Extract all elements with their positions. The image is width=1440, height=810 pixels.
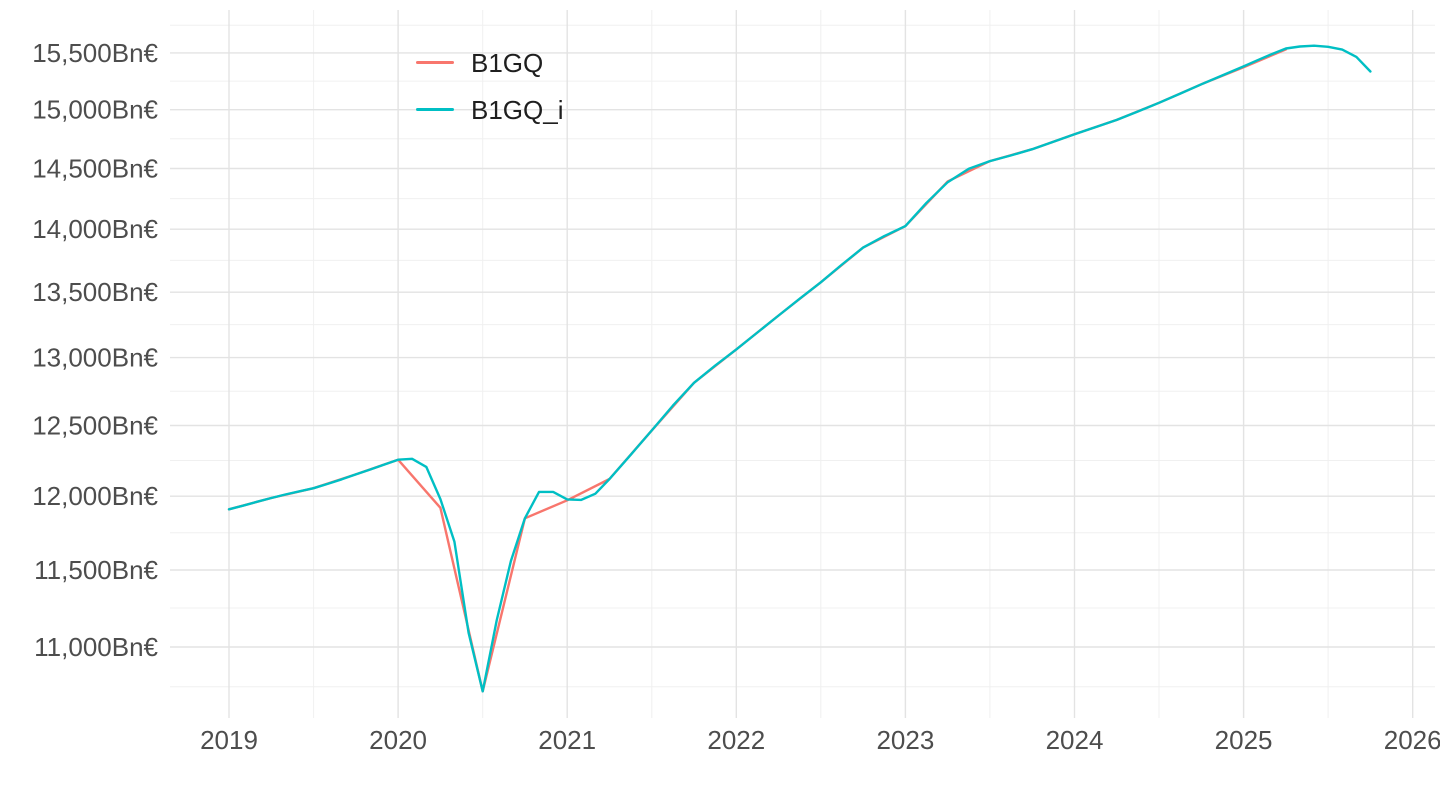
legend-key-line-b1gq [416,60,454,65]
x-tick-label: 2023 [876,725,934,755]
chart-legend: B1GQ B1GQ_i [416,46,564,140]
legend-item-b1gq-i: B1GQ_i [416,93,564,126]
x-tick-label: 2019 [200,725,258,755]
y-axis-labels: 11,000Bn€ 11,500Bn€ 12,000Bn€ 12,500Bn€ 13,0… [32,38,158,662]
y-tick-label: 15,500Bn€ [32,38,158,68]
gridlines-minor [170,10,1435,718]
y-tick-label: 12,000Bn€ [32,481,158,511]
series-line-B1GQ [227,48,1288,693]
x-tick-label: 2020 [369,725,427,755]
legend-label-b1gq-i: B1GQ_i [471,94,564,125]
y-tick-label: 12,500Bn€ [32,411,158,441]
legend-label-b1gq: B1GQ [471,47,544,78]
gridlines-major [170,10,1435,718]
y-tick-label: 13,500Bn€ [32,277,158,307]
y-tick-label: 14,000Bn€ [32,214,158,244]
x-tick-label: 2021 [538,725,596,755]
y-tick-label: 13,000Bn€ [32,343,158,373]
x-axis-labels: 2019 2020 2021 2022 2023 2024 2025 2026 [200,725,1440,755]
y-tick-label: 14,500Bn€ [32,154,158,184]
legend-key-line-b1gq-i [416,107,454,112]
x-tick-label: 2025 [1215,725,1273,755]
series-line-B1GQ_i [227,44,1372,693]
y-tick-label: 11,000Bn€ [34,632,158,662]
y-tick-label: 15,000Bn€ [32,95,158,125]
legend-item-b1gq: B1GQ [416,46,564,79]
x-tick-label: 2022 [707,725,765,755]
x-tick-label: 2026 [1384,725,1440,755]
y-tick-label: 11,500Bn€ [34,555,158,585]
x-tick-label: 2024 [1046,725,1104,755]
